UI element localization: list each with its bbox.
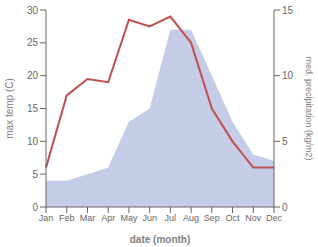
svg-text:Aug: Aug <box>183 213 199 223</box>
svg-text:10: 10 <box>282 70 294 81</box>
svg-text:15: 15 <box>282 5 294 16</box>
svg-text:30: 30 <box>27 5 39 16</box>
svg-text:Sep: Sep <box>204 213 220 223</box>
svg-text:0: 0 <box>282 202 288 213</box>
svg-text:Apr: Apr <box>101 213 115 223</box>
svg-text:May: May <box>120 213 138 223</box>
svg-text:Feb: Feb <box>59 213 75 223</box>
svg-text:20: 20 <box>27 70 39 81</box>
svg-text:Jun: Jun <box>142 213 157 223</box>
svg-text:Jul: Jul <box>165 213 177 223</box>
svg-text:date (month): date (month) <box>130 234 191 245</box>
svg-text:15: 15 <box>27 103 39 114</box>
svg-text:10: 10 <box>27 136 39 147</box>
svg-text:Oct: Oct <box>226 213 241 223</box>
svg-text:max temp (C): max temp (C) <box>4 78 15 139</box>
svg-text:Jan: Jan <box>39 213 54 223</box>
svg-text:Mar: Mar <box>80 213 96 223</box>
svg-text:5: 5 <box>32 169 38 180</box>
svg-text:25: 25 <box>27 37 39 48</box>
svg-text:med. precipitation (kg/m2): med. precipitation (kg/m2) <box>304 56 314 160</box>
svg-text:5: 5 <box>282 136 288 147</box>
svg-text:Nov: Nov <box>245 213 262 223</box>
svg-text:Dec: Dec <box>266 213 283 223</box>
svg-text:0: 0 <box>32 202 38 213</box>
